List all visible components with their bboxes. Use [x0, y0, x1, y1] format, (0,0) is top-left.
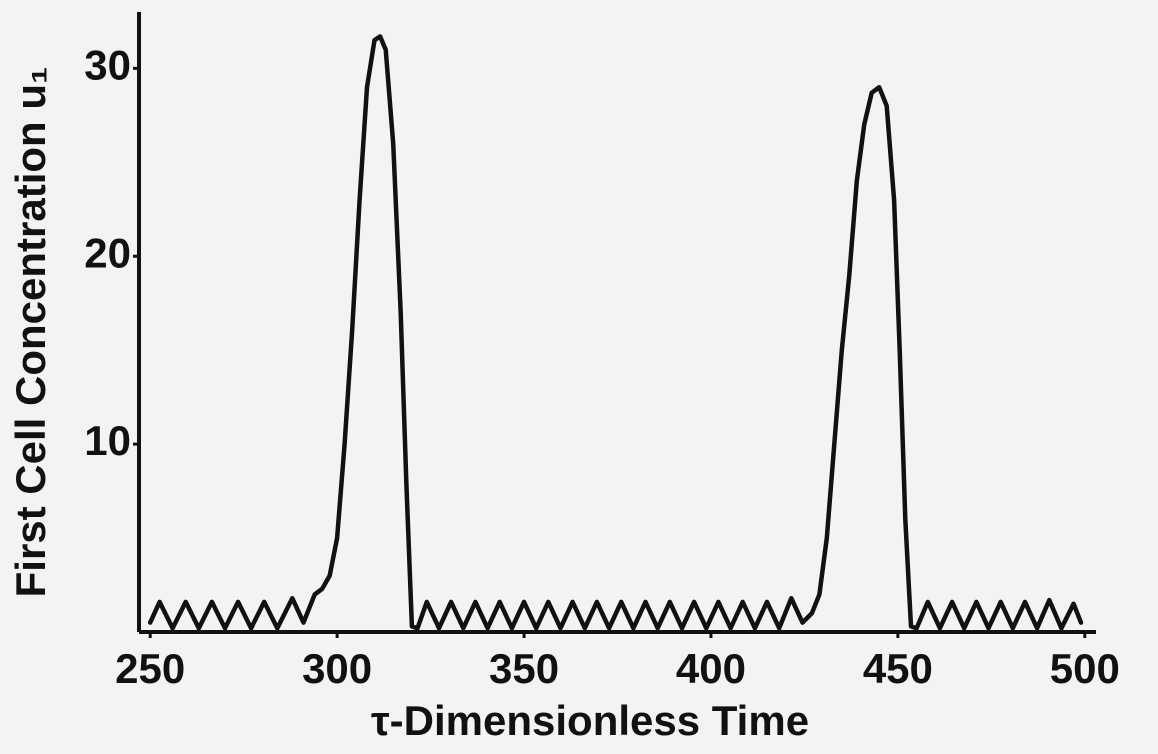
x-tick-label: 450 [863, 645, 933, 692]
y-tick-label: 30 [84, 41, 131, 88]
x-tick-label: 250 [115, 645, 185, 692]
x-tick-label: 500 [1050, 645, 1120, 692]
y-tick-label: 20 [84, 229, 131, 276]
data-line [147, 34, 1084, 631]
x-tick-label: 350 [489, 645, 559, 692]
y-tick-label: 10 [84, 417, 131, 464]
x-tick-label: 400 [676, 645, 746, 692]
x-axis-label: τ-Dimensionless Time [371, 697, 809, 744]
x-tick-label: 300 [302, 645, 372, 692]
y-axis-label: First Cell Concentration u₁ [7, 67, 54, 598]
